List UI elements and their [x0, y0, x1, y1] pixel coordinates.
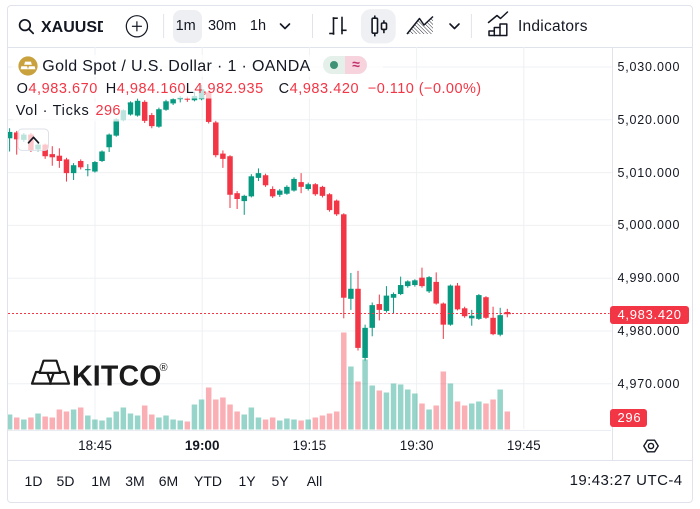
- svg-text:KITCO: KITCO: [72, 361, 162, 393]
- svg-text:®: ®: [160, 362, 168, 374]
